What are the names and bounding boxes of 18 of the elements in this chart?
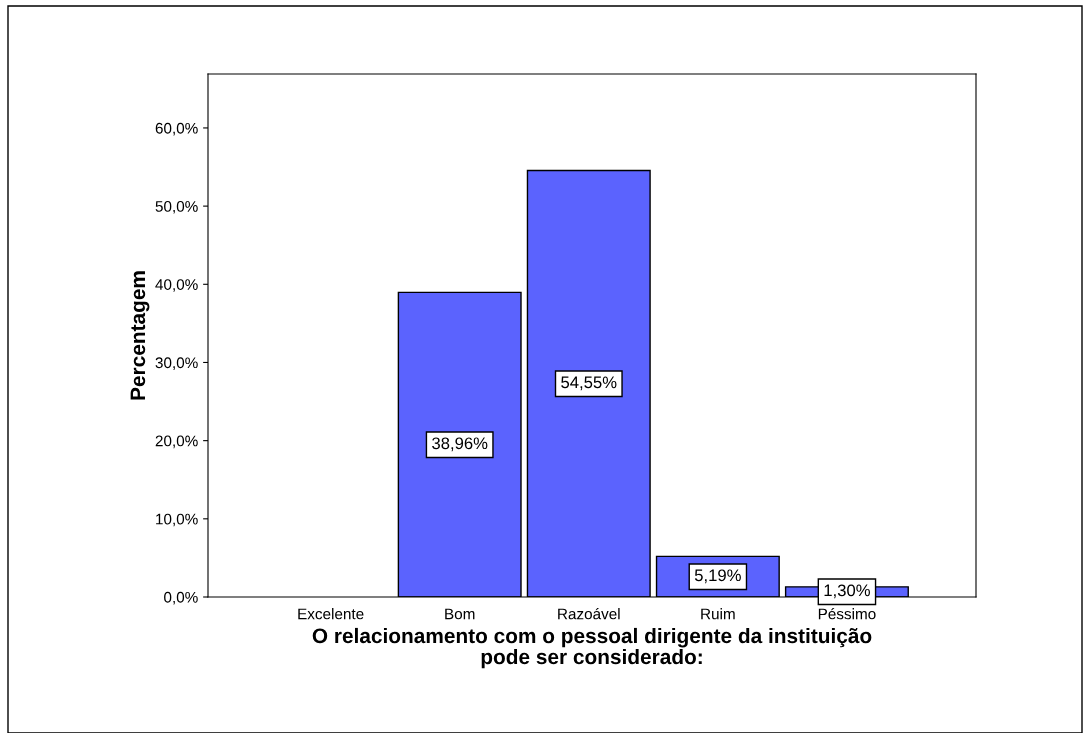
x-tick-label: Bom: [445, 608, 475, 620]
y-tick-label: 40,0%: [155, 279, 198, 292]
y-tick-label: 0,0%: [164, 591, 198, 605]
x-tick-label: Excelente: [298, 608, 364, 620]
x-axis-title: O relacionamento com o pessoal dirigente da instituição pode ser considerado:: [312, 627, 872, 669]
y-axis-title: Percentagem: [130, 271, 150, 400]
y-tick-label: 60,0%: [155, 122, 198, 136]
x-tick-label: Péssimo: [818, 607, 876, 620]
data-label: 54,55%: [561, 376, 617, 391]
y-tick-label: 20,0%: [155, 435, 198, 449]
y-tick-label: 10,0%: [156, 513, 198, 527]
data-label: 38,96%: [432, 437, 488, 452]
x-tick-label: Ruim: [701, 608, 735, 620]
data-label: 1,30%: [824, 584, 870, 599]
y-tick-label: 30,0%: [155, 357, 198, 370]
data-label: 5,19%: [694, 569, 741, 584]
x-tick-label: Razoável: [558, 607, 620, 620]
y-tick-label: 50,0%: [155, 200, 198, 214]
